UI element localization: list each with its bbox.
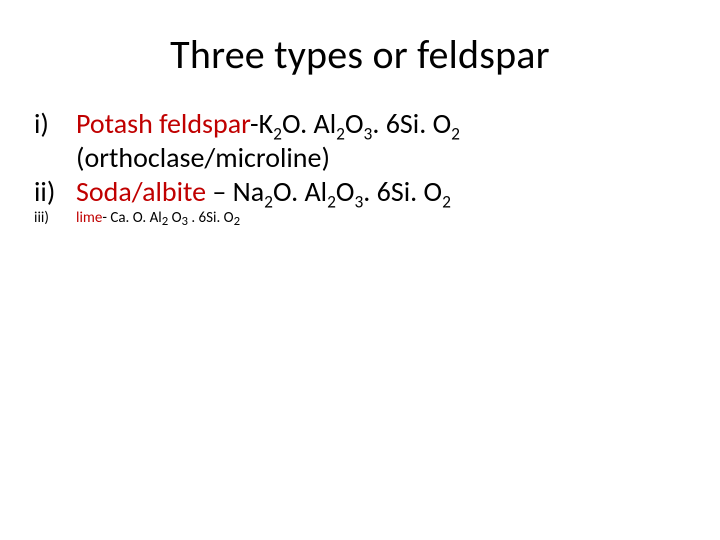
list-item: iii)lime- Ca. O. Al2 O3 . 6Si. O2 [28, 209, 692, 229]
list-marker: iii) [28, 209, 76, 229]
list-marker: i) [28, 107, 76, 141]
feldspar-formula: – Na2O. Al2O3. 6Si. O2 [206, 174, 451, 209]
feldspar-formula: -K2O. Al2O3. 6Si. O2 [250, 106, 460, 141]
feldspar-formula: - Ca. O. Al2 O3 . 6Si. O2 [102, 209, 240, 227]
slide: Three types or feldspar i)Potash feldspa… [0, 0, 720, 540]
feldspar-name: lime [76, 209, 102, 227]
slide-title: Three types or feldspar [28, 30, 692, 79]
list-item: i)Potash feldspar-K2O. Al2O3. 6Si. O2(or… [28, 107, 692, 175]
list-item-body: Potash feldspar-K2O. Al2O3. 6Si. O2(orth… [76, 107, 692, 175]
list-item-body: lime- Ca. O. Al2 O3 . 6Si. O2 [76, 209, 692, 229]
list-item-body: Soda/albite – Na2O. Al2O3. 6Si. O2 [76, 175, 692, 209]
feldspar-list: i)Potash feldspar-K2O. Al2O3. 6Si. O2(or… [28, 107, 692, 229]
list-item: ii)Soda/albite – Na2O. Al2O3. 6Si. O2 [28, 175, 692, 209]
feldspar-name: Potash feldspar [76, 106, 250, 141]
feldspar-alt-names: (orthoclase/microline) [76, 140, 330, 175]
feldspar-name: Soda/albite [76, 174, 206, 209]
list-marker: ii) [28, 175, 76, 209]
